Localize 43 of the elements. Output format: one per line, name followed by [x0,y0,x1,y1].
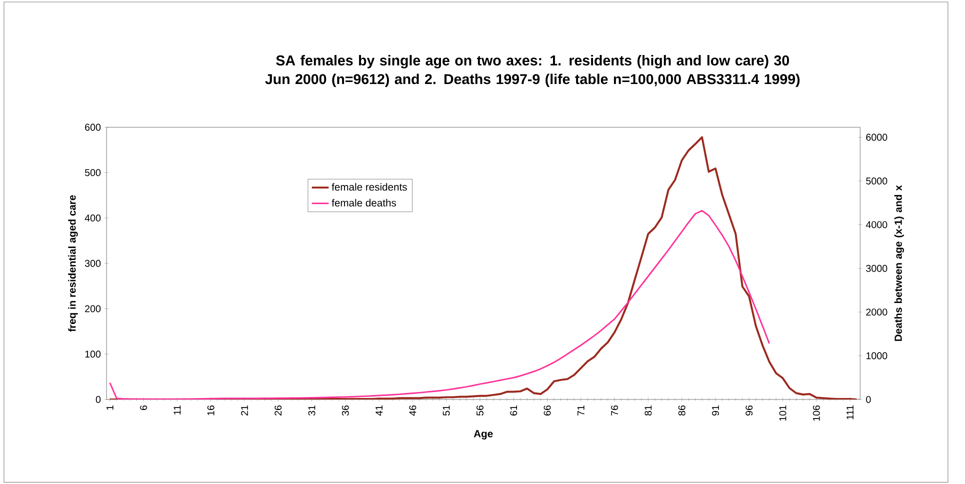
y2-axis-title: Deaths between age (x-1) and x [894,185,904,341]
y-tick-label: 300 [84,260,101,267]
x-tick-label: 96 [746,405,753,416]
y2-tick-label: 1000 [866,352,888,360]
y-axis-title: freq in residential aged care [68,195,78,332]
x-tick-label: 66 [544,405,551,416]
y-tick-label: 500 [84,168,101,176]
y2-tick-label: 2000 [866,308,888,316]
x-tick-label: 86 [678,405,686,416]
y-tick-label: 200 [85,305,101,312]
x-tick-label: 81 [644,405,652,416]
x-tick-label: 41 [376,405,382,416]
x-tick-label: 6 [140,405,148,410]
x-tick-label: 56 [476,405,484,416]
x-tick-label: 1 [106,405,114,410]
x-tick-label: 61 [510,405,518,416]
y-tick-label: 600 [85,124,101,131]
y-tick-label: 400 [84,214,101,222]
x-tick-label: 46 [409,405,416,416]
x-tick-label: 16 [207,405,214,416]
y2-tick-label: 0 [866,396,871,403]
x-axis-title: Age [474,430,493,440]
x-tick-label: 51 [442,405,450,416]
x-tick-label: 21 [241,405,248,416]
y-tick-label: 0 [96,396,101,403]
x-tick-label: 11 [174,405,181,414]
x-tick-label: 36 [342,405,349,416]
x-tick-label: 111 [846,405,854,420]
y2-tick-label: 6000 [866,134,888,141]
x-tick-label: 76 [611,405,618,416]
x-tick-label: 101 [779,405,786,421]
x-tick-label: 91 [712,405,719,416]
x-tick-label: 26 [274,405,282,416]
chart-title: SA females by single age on two axes: 1. residents (high and low care) 30 Jun 2000 (n=9612) and 2. Deaths 1997-9 (life table n=100,000 ABS3311.4 1999) [265,54,800,87]
y2-tick-label: 3000 [866,264,888,272]
x-tick-label: 31 [308,405,316,416]
legend-label: female deaths [332,198,396,206]
x-tick-label: 106 [812,405,820,421]
y2-tick-label: 5000 [866,177,888,184]
x-tick-label: 71 [578,405,584,416]
y-tick-label: 100 [85,350,101,358]
y2-tick-label: 4000 [866,221,888,228]
legend-label: female residents [332,182,407,191]
